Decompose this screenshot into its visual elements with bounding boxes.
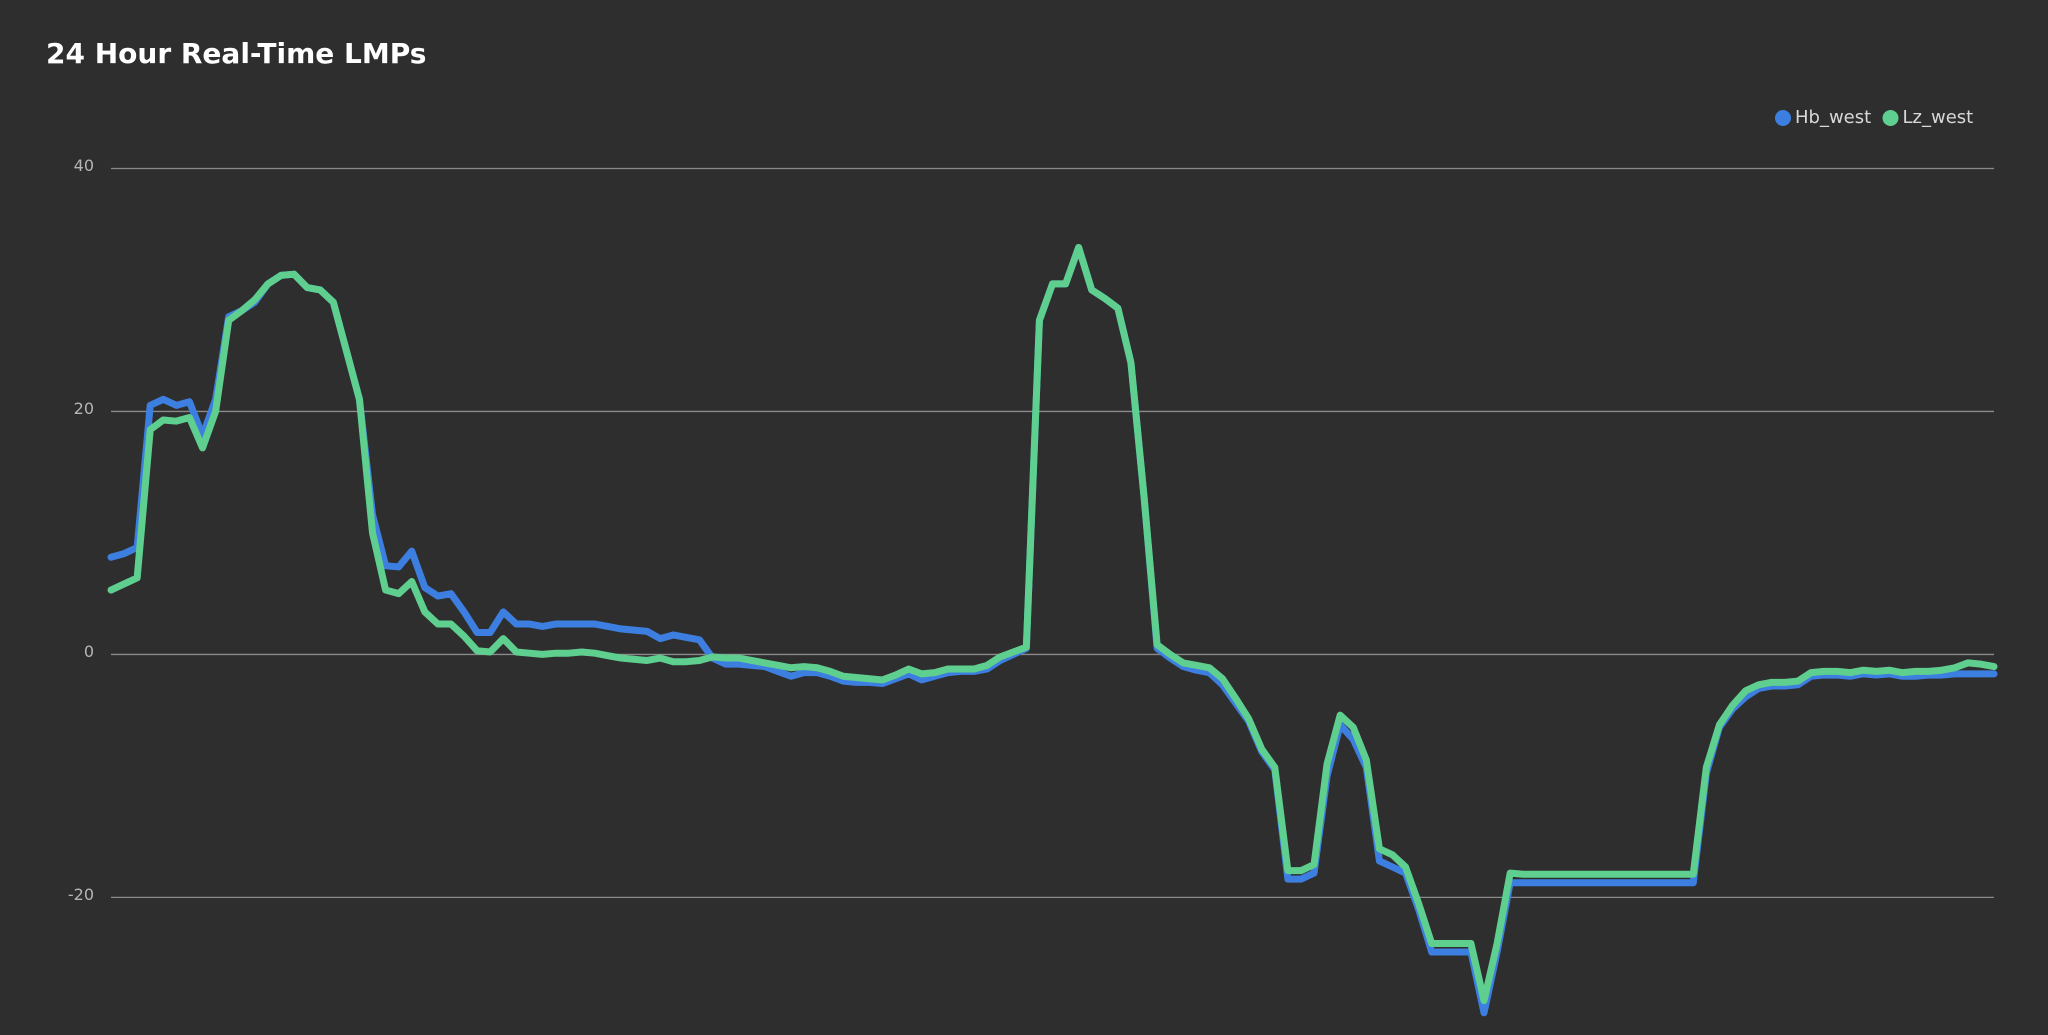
y-tick-label: -20 [68,885,94,904]
legend-label: Lz_west [1903,107,1974,128]
legend-label: Hb_west [1795,107,1871,128]
legend-marker [1882,110,1899,126]
series-line [107,243,1998,1005]
legend-marker [1775,110,1791,126]
y-tick-label: 40 [74,156,94,175]
y-tick-label: 0 [84,642,94,661]
y-tick-label: 20 [74,399,94,418]
chart-title: 24 Hour Real-Time LMPs [46,37,426,70]
